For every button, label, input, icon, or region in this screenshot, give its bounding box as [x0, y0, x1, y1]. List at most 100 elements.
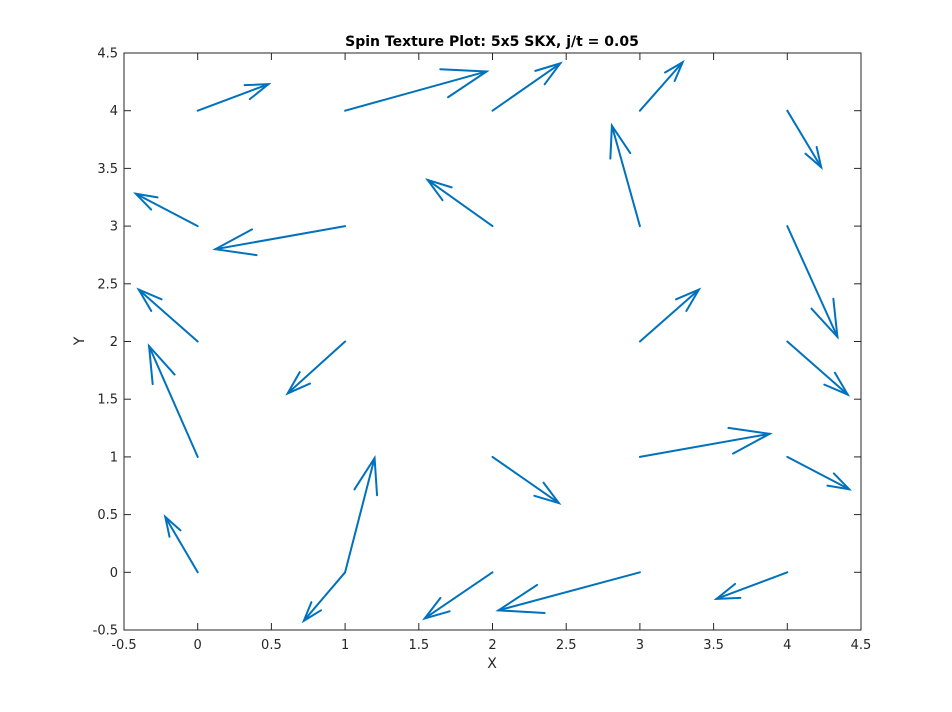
spin-arrow-head: [136, 287, 163, 312]
spin-arrow: [136, 287, 199, 343]
spin-arrow-head: [212, 228, 258, 257]
x-tick-label: 4: [783, 638, 791, 653]
spin-arrow: [638, 426, 773, 458]
spin-arrow-shaft: [491, 62, 562, 112]
spin-arrow: [285, 340, 347, 396]
ticks-layer: -0.5 0 0.5 1 1.5 2 2.5 3 3.5 4 4.5 -0.5 0 0.5 1 1.5 2 2.5…: [93, 47, 872, 654]
spin-arrow-shaft: [286, 340, 347, 395]
spin-arrow-shaft: [423, 571, 494, 620]
spin-arrow-head: [826, 472, 853, 491]
spin-arrow-head: [810, 297, 839, 340]
chart-title: Spin Texture Plot: 5x5 SKX, j/t = 0.05: [345, 34, 639, 50]
x-tick-label: 3.5: [703, 638, 724, 653]
spin-arrow-shaft: [715, 571, 789, 600]
x-tick-label: 1: [341, 638, 349, 653]
spin-arrow-shaft: [137, 288, 199, 343]
x-tick-label: 3: [636, 638, 644, 653]
spin-arrow-shaft: [638, 61, 684, 112]
spin-arrow-shaft: [134, 192, 199, 228]
spin-arrow-head: [439, 68, 490, 99]
x-tick-label: 2: [488, 638, 496, 653]
x-tick-label: 0: [194, 638, 202, 653]
x-tick-label: 1.5: [408, 638, 429, 653]
spin-arrow-shaft: [786, 225, 839, 338]
spin-arrow-shaft: [497, 571, 641, 612]
spin-arrow-shaft: [786, 340, 849, 396]
spin-arrow-shaft: [786, 109, 823, 169]
y-tick-label: 1: [110, 450, 118, 465]
y-axis-label: Y: [72, 336, 88, 346]
spin-arrow-shaft: [610, 124, 641, 228]
x-tick-label: 2.5: [556, 638, 577, 653]
spin-arrow-head: [713, 582, 742, 600]
arrows-layer: [132, 59, 853, 624]
spin-arrow-head: [147, 343, 176, 386]
spin-arrow-shaft: [302, 571, 347, 622]
y-tick-label: 0: [110, 566, 118, 581]
spin-arrow: [196, 83, 272, 112]
spin-arrow-shaft: [344, 70, 488, 112]
spin-arrow-head: [422, 596, 451, 621]
spin-arrow-head: [301, 601, 323, 624]
spin-arrow: [422, 571, 494, 621]
spin-arrow: [344, 454, 379, 574]
spin-arrow-head: [823, 371, 851, 397]
spin-arrow: [147, 343, 199, 458]
spin-arrow: [638, 59, 685, 112]
spin-arrow: [132, 192, 199, 228]
spin-arrow: [163, 514, 199, 574]
y-tick-label: 0.5: [97, 508, 118, 523]
spin-arrow-shaft: [164, 515, 199, 574]
spin-arrow-shaft: [786, 455, 851, 491]
spin-arrow-head: [285, 371, 312, 396]
x-tick-label: 0.5: [261, 638, 282, 653]
y-tick-label: 2: [110, 335, 118, 350]
y-tick-label: 2.5: [97, 277, 118, 292]
spin-arrow-head: [132, 192, 159, 211]
spin-arrow-shaft: [638, 432, 771, 458]
spin-arrow-shaft: [148, 345, 199, 458]
spin-arrow-head: [163, 514, 182, 538]
spin-arrow: [786, 455, 853, 491]
spin-arrow-head: [675, 287, 702, 312]
spin-arrow: [491, 455, 562, 505]
spin-arrow: [344, 68, 490, 112]
spin-arrow-shaft: [426, 178, 494, 228]
spin-arrow: [495, 571, 641, 614]
spin-arrow: [212, 225, 347, 257]
y-tick-label: 4.5: [97, 47, 118, 62]
spin-arrow-head: [243, 83, 272, 101]
spin-arrow: [491, 61, 563, 112]
spin-arrow-shaft: [214, 225, 347, 251]
spin-arrow: [713, 571, 789, 600]
spin-arrow: [786, 340, 851, 397]
spin-arrow: [425, 178, 494, 228]
axes-background: [124, 53, 861, 630]
spin-arrow-head: [425, 178, 453, 202]
x-axis-label: X: [487, 656, 497, 672]
spin-arrow: [609, 122, 641, 228]
spin-arrow-head: [533, 481, 562, 505]
y-tick-label: 1.5: [97, 393, 118, 408]
x-tick-label: 4.5: [851, 638, 872, 653]
spin-arrow: [638, 287, 702, 343]
spin-arrow-head: [727, 426, 773, 455]
x-tick-label: -0.5: [111, 638, 136, 653]
spin-arrow-head: [353, 454, 379, 497]
y-tick-label: -0.5: [93, 624, 118, 639]
y-tick-label: 3.5: [97, 162, 118, 177]
spin-arrow: [786, 109, 823, 170]
y-tick-label: 4: [110, 104, 118, 119]
spin-arrow-shaft: [344, 457, 376, 574]
spin-arrow-shaft: [196, 83, 270, 112]
spin-arrow-shaft: [638, 288, 700, 343]
spin-arrow-head: [804, 145, 823, 170]
spin-arrow-shaft: [491, 455, 560, 505]
spin-arrow: [786, 225, 839, 340]
spin-arrow: [301, 571, 347, 624]
spin-arrow-head: [495, 583, 546, 614]
spin-arrow-head: [534, 61, 563, 86]
spin-arrow-head: [664, 59, 685, 83]
